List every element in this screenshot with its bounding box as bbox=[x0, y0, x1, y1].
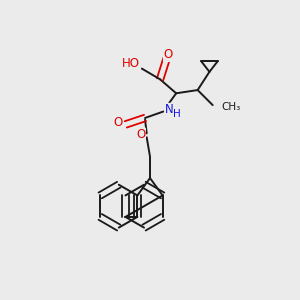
Text: O: O bbox=[136, 128, 146, 141]
Text: N: N bbox=[165, 103, 174, 116]
Text: H: H bbox=[173, 109, 181, 119]
Text: CH₃: CH₃ bbox=[221, 102, 240, 112]
Text: O: O bbox=[164, 49, 173, 62]
Text: O: O bbox=[114, 116, 123, 129]
Text: HO: HO bbox=[122, 57, 140, 70]
